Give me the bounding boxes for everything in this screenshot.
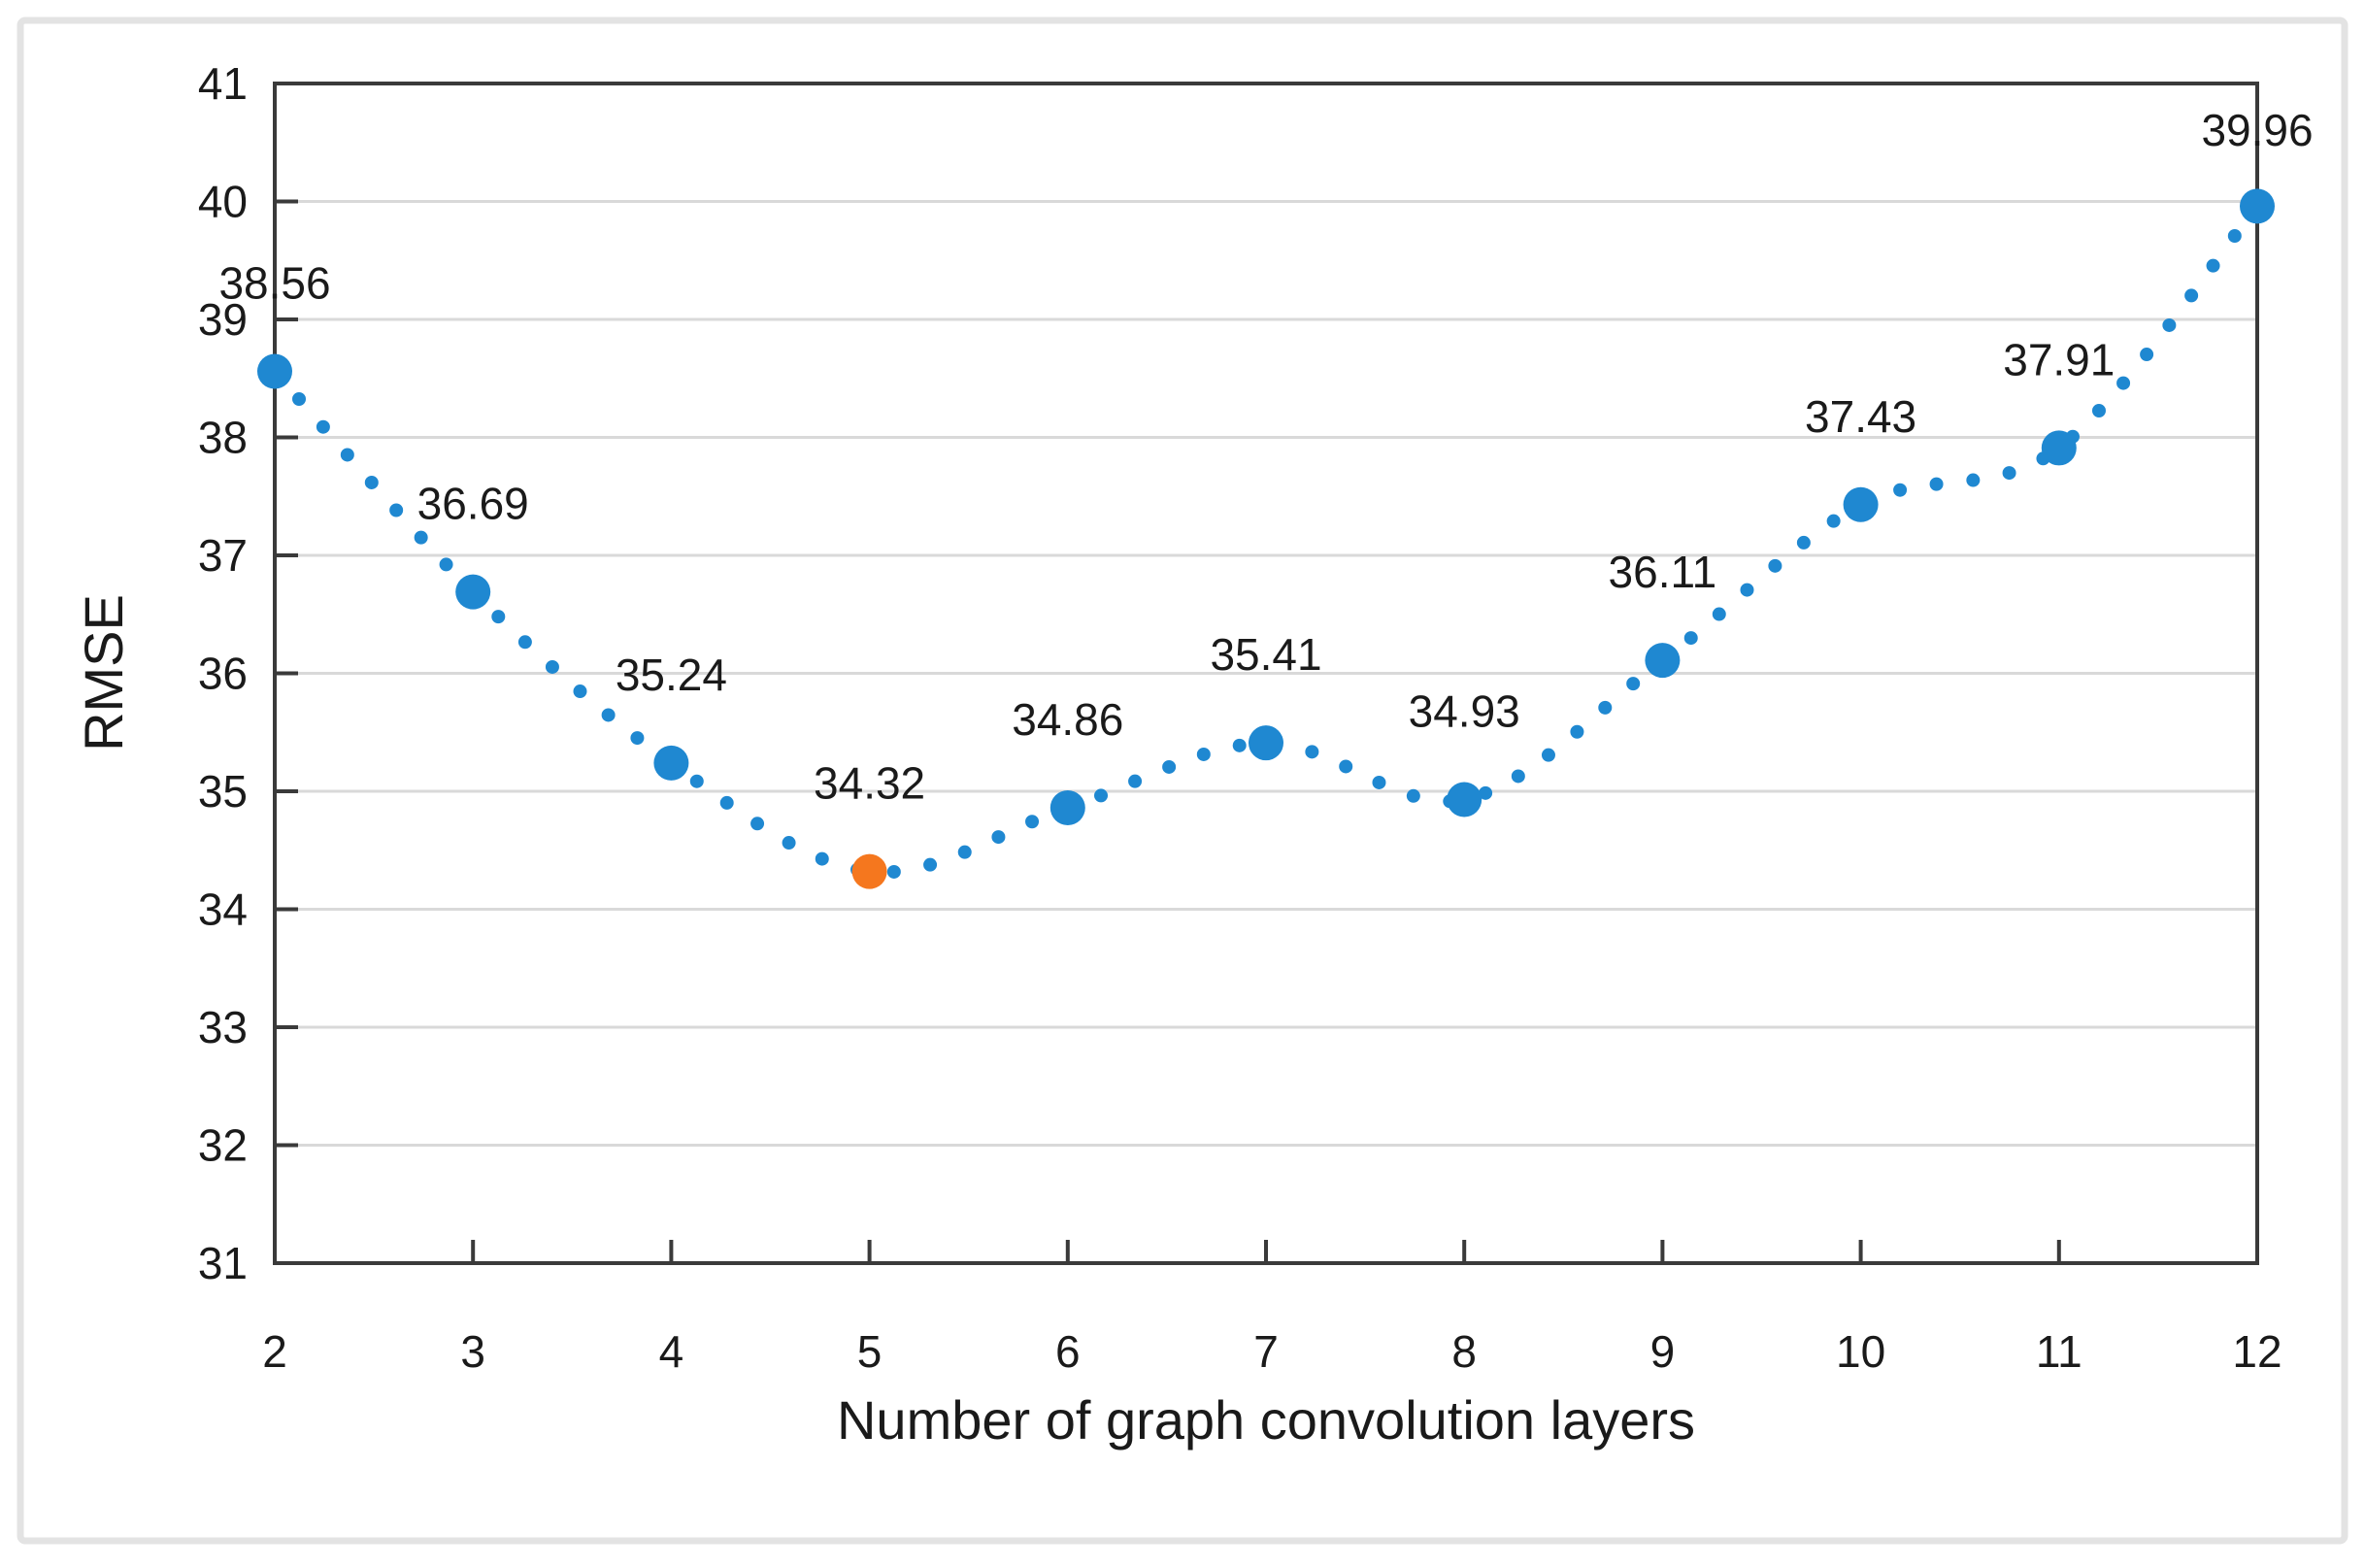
- y-tick-label: 34: [198, 884, 248, 935]
- data-point-marker: [1645, 643, 1681, 679]
- data-point-label: 34.86: [1012, 694, 1123, 745]
- y-axis-title: RMSE: [73, 594, 134, 751]
- data-point-label: 35.24: [616, 650, 727, 700]
- y-tick-label: 37: [198, 530, 248, 581]
- figure-frame: [17, 17, 2348, 1545]
- x-tick-label: 11: [2036, 1326, 2082, 1377]
- y-tick-label: 35: [198, 766, 248, 817]
- data-point-marker: [1843, 486, 1879, 522]
- data-point-marker: [2240, 188, 2275, 224]
- x-tick-label: 2: [262, 1326, 287, 1377]
- data-point-label: 36.11: [1609, 547, 1717, 597]
- data-point-marker: [2041, 430, 2077, 466]
- x-tick-label: 7: [1253, 1326, 1279, 1377]
- x-tick-label: 8: [1451, 1326, 1477, 1377]
- y-tick-label: 39: [198, 294, 248, 345]
- series-dotted-line: [268, 199, 2264, 880]
- data-point-label: 37.43: [1805, 391, 1916, 442]
- x-tick-label: 3: [460, 1326, 485, 1377]
- data-point-marker: [257, 353, 292, 389]
- data-point-marker: [1447, 782, 1482, 817]
- data-point-label: 39.96: [2201, 105, 2313, 155]
- x-axis-title: Number of graph convolution layers: [837, 1389, 1695, 1451]
- data-point-marker: [1049, 790, 1085, 826]
- data-point-label: 36.69: [417, 479, 529, 529]
- x-tick-label: 5: [857, 1326, 883, 1377]
- data-point-marker-highlight: [851, 853, 887, 889]
- data-point-label: 34.32: [814, 758, 925, 809]
- data-point-marker: [455, 574, 491, 610]
- data-point-label: 35.41: [1210, 629, 1321, 680]
- data-point-label: 38.56: [218, 257, 330, 308]
- data-point-label: 37.91: [2003, 334, 2115, 384]
- y-tick-label: 31: [198, 1238, 248, 1288]
- y-tick-label: 41: [198, 58, 248, 109]
- x-tick-label: 6: [1055, 1326, 1081, 1377]
- data-point-marker: [653, 745, 689, 781]
- y-tick-label: 38: [198, 413, 248, 463]
- y-tick-label: 32: [198, 1120, 248, 1171]
- data-point-label: 34.93: [1409, 686, 1520, 737]
- x-tick-label: 12: [2232, 1326, 2282, 1377]
- y-tick-label: 33: [198, 1002, 248, 1052]
- y-tick-label: 40: [198, 177, 248, 227]
- y-tick-label: 36: [198, 649, 248, 699]
- x-tick-label: 9: [1650, 1326, 1676, 1377]
- x-tick-label: 10: [1836, 1326, 1885, 1377]
- x-tick-label: 4: [659, 1326, 684, 1377]
- data-point-marker: [1249, 725, 1283, 761]
